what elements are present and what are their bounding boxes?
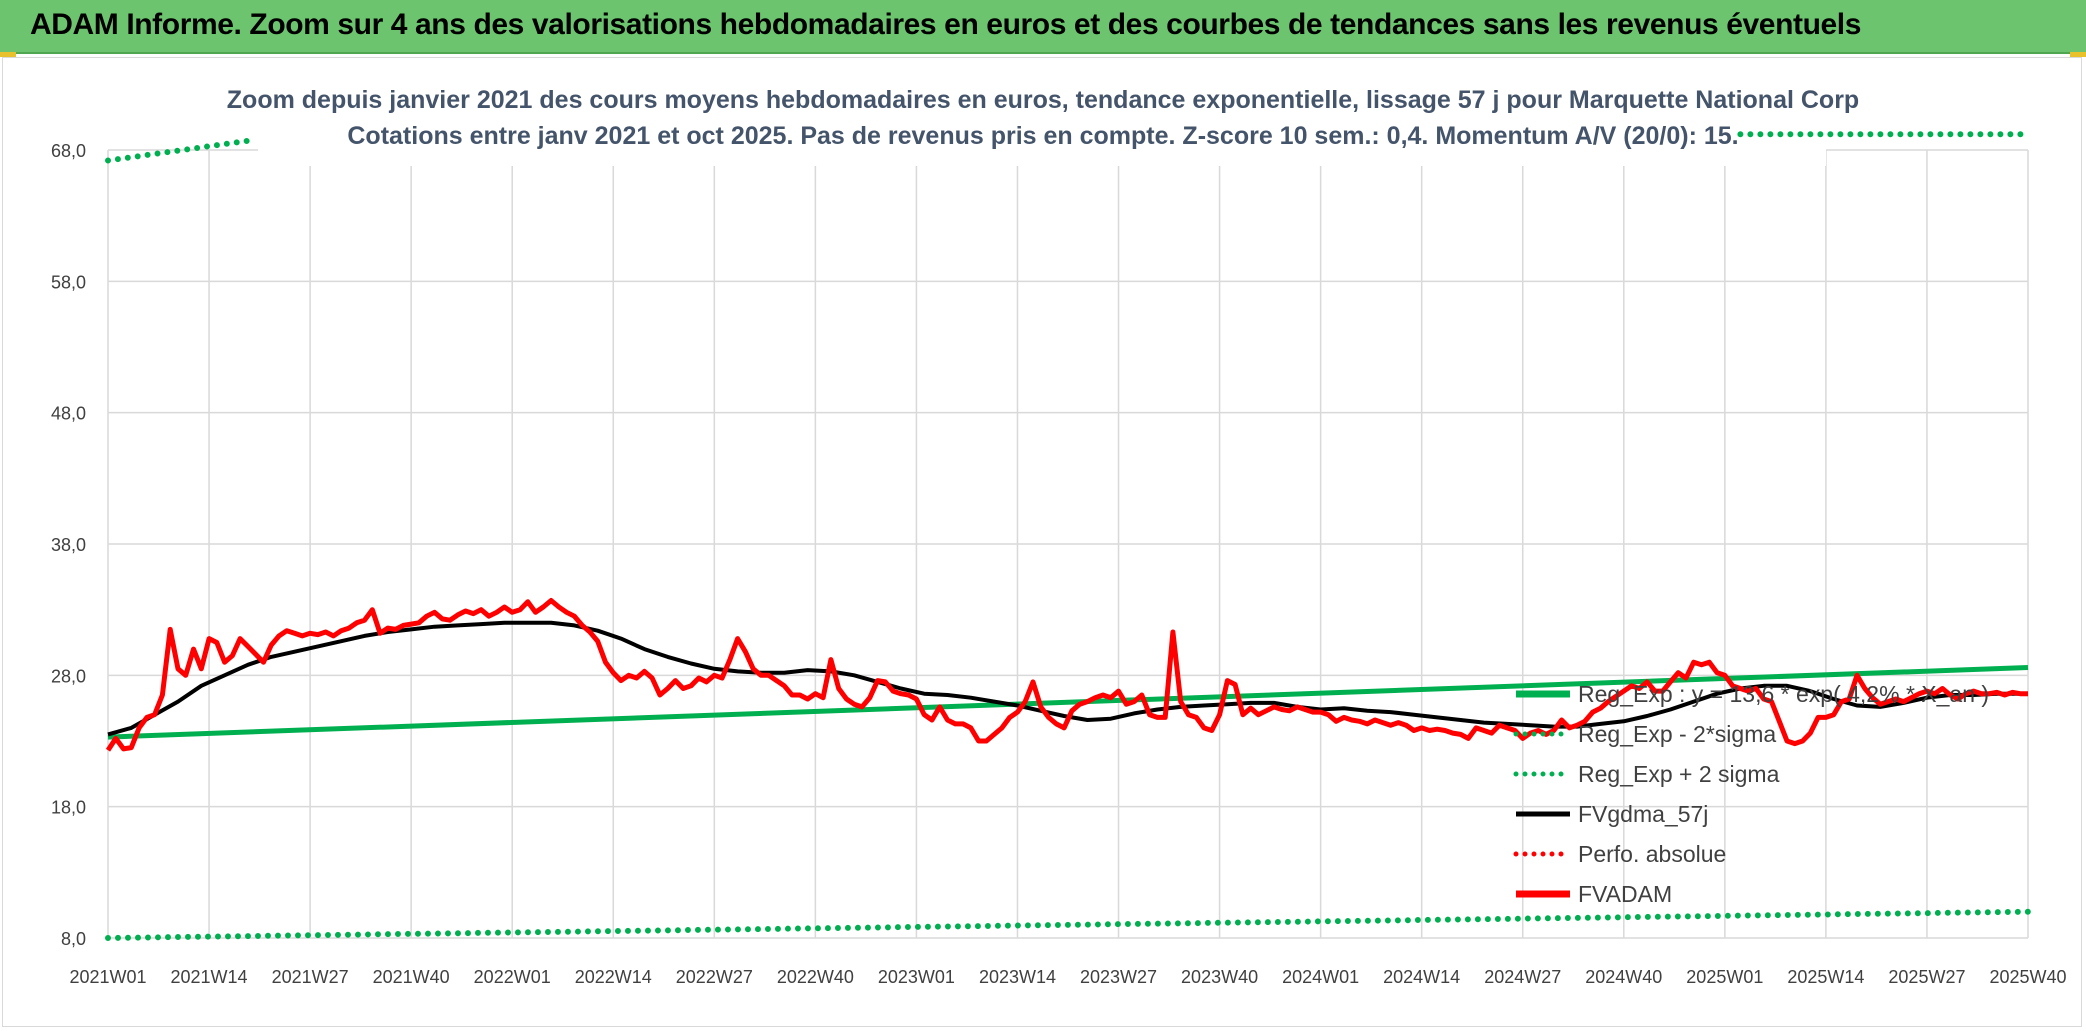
- y-tick-label: 38,0: [51, 535, 86, 555]
- chart-subtitle-line: Zoom depuis janvier 2021 des cours moyen…: [227, 86, 1859, 114]
- legend-label: Reg_Exp : y = 13,6 * exp( 4,2% * X_an ): [1578, 681, 1989, 707]
- x-tick-label: 2022W14: [575, 967, 652, 987]
- legend-label: Perfo. absolue: [1578, 841, 1726, 867]
- series-fvgdma-57j: [107, 620, 2028, 737]
- chart-subtitle-line: Cotations entre janv 2021 et oct 2025. P…: [347, 122, 1738, 150]
- x-tick-label: 2025W14: [1787, 967, 1864, 987]
- y-tick-label: 8,0: [61, 929, 86, 949]
- series-reg-exp: [107, 665, 2029, 740]
- y-tick-label: 68,0: [51, 141, 86, 161]
- page-title: ADAM Informe. Zoom sur 4 ans des valoris…: [30, 8, 1862, 41]
- x-tick-label: 2022W40: [777, 967, 854, 987]
- x-tick-label: 2025W40: [1989, 967, 2066, 987]
- corner-accent-left: [0, 52, 16, 57]
- x-tick-label: 2022W27: [676, 967, 753, 987]
- x-tick-label: 2024W40: [1585, 967, 1662, 987]
- series-reg-minus-2sigma: [105, 908, 2031, 941]
- y-tick-label: 18,0: [51, 798, 86, 818]
- x-tick-label: 2021W40: [373, 967, 450, 987]
- chart-frame: [2, 57, 2082, 1027]
- x-tick-label: 2021W14: [171, 967, 248, 987]
- legend-label: FVgdma_57j: [1578, 801, 1708, 827]
- x-tick-label: 2023W14: [979, 967, 1056, 987]
- x-tick-label: 2025W01: [1686, 967, 1763, 987]
- series-fvadam: [105, 598, 2028, 752]
- x-tick-label: 2025W27: [1888, 967, 1965, 987]
- x-tick-label: 2023W01: [878, 967, 955, 987]
- header-banner: ADAM Informe. Zoom sur 4 ans des valoris…: [0, 0, 2086, 54]
- x-tick-label: 2024W14: [1383, 967, 1460, 987]
- y-tick-label: 48,0: [51, 404, 86, 424]
- x-tick-label: 2023W40: [1181, 967, 1258, 987]
- legend-label: Reg_Exp + 2 sigma: [1578, 761, 1780, 787]
- x-tick-label: 2021W27: [272, 967, 349, 987]
- y-tick-label: 28,0: [51, 666, 86, 686]
- x-tick-label: 2022W01: [474, 967, 551, 987]
- x-tick-label: 2021W01: [69, 967, 146, 987]
- corner-accent-right: [2070, 52, 2086, 57]
- x-tick-label: 2024W01: [1282, 967, 1359, 987]
- legend-label: FVADAM: [1578, 881, 1672, 907]
- subtitle-background: [258, 74, 1826, 166]
- series-reg-plus-2sigma: [105, 137, 251, 164]
- y-tick-label: 58,0: [51, 272, 86, 292]
- legend-label: Reg_Exp - 2*sigma: [1578, 721, 1776, 747]
- x-tick-label: 2023W27: [1080, 967, 1157, 987]
- x-tick-label: 2024W27: [1484, 967, 1561, 987]
